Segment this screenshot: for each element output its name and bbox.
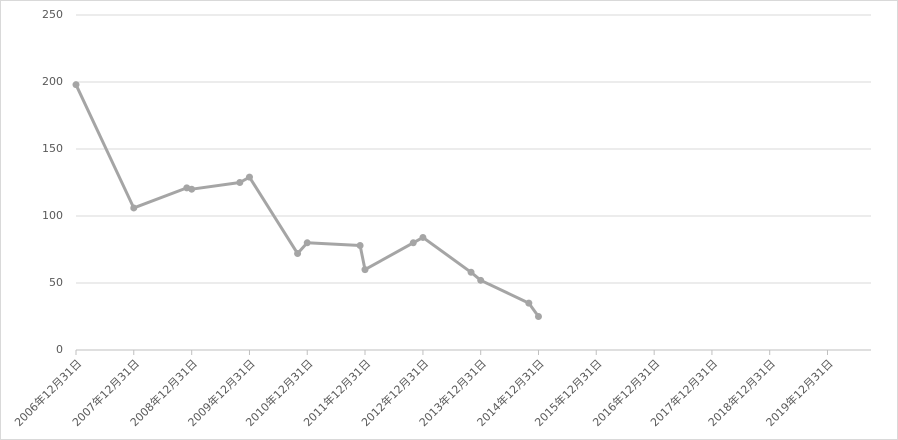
point — [130, 204, 138, 212]
y-tick-label: 50 — [49, 276, 63, 289]
point — [303, 239, 311, 247]
point — [361, 266, 369, 274]
y-tick-label: 150 — [42, 142, 63, 155]
line — [74, 84, 540, 318]
y-tick-label: 100 — [42, 209, 63, 222]
y-tick-label: 0 — [56, 343, 63, 356]
point — [477, 276, 485, 284]
point — [294, 250, 302, 258]
point — [72, 81, 80, 89]
point — [409, 239, 417, 247]
point — [245, 173, 253, 181]
point — [419, 233, 427, 241]
point — [236, 179, 244, 186]
point — [525, 299, 533, 307]
point — [467, 268, 475, 276]
y-tick-label: 200 — [42, 75, 63, 88]
point — [188, 185, 196, 193]
point — [534, 313, 542, 320]
point — [356, 241, 364, 249]
y-tick-label: 250 — [42, 8, 63, 21]
